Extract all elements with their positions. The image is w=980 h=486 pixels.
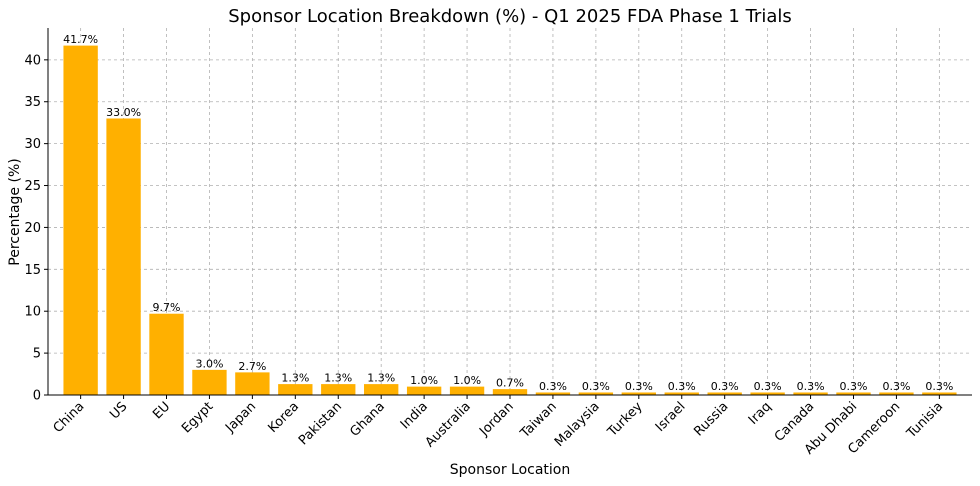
bar — [664, 392, 699, 395]
bar-value-label: 0.3% — [668, 380, 696, 393]
bar-value-label: 0.3% — [797, 380, 825, 393]
bar — [578, 392, 614, 395]
x-tick-label: US — [107, 399, 130, 422]
bar-value-label: 1.3% — [367, 372, 395, 385]
bar-value-label: 2.7% — [238, 360, 266, 373]
bar — [449, 386, 485, 395]
y-axis-ticks: 0 5 10 15 20 25 30 35 40 — [24, 53, 48, 404]
y-tick-label: 35 — [24, 95, 41, 110]
y-tick-label: 40 — [24, 53, 41, 68]
x-tick-label: Egypt — [179, 399, 216, 436]
y-axis-label: Percentage (%) — [7, 158, 23, 265]
bar-value-label: 0.3% — [882, 380, 910, 393]
bar — [149, 313, 184, 395]
y-tick-label: 15 — [24, 263, 41, 278]
bar-value-label: 0.7% — [496, 377, 524, 390]
bar — [836, 392, 871, 395]
chart-title: Sponsor Location Breakdown (%) - Q1 2025… — [228, 6, 792, 27]
bar — [192, 369, 227, 395]
bar — [364, 384, 399, 395]
x-tick-label: Iraq — [746, 399, 775, 428]
bar — [922, 392, 957, 395]
x-axis-label: Sponsor Location — [450, 462, 571, 478]
bar — [278, 384, 313, 395]
bar-value-label: 3.0% — [195, 357, 223, 370]
x-tick-label: Pakistan — [296, 399, 345, 448]
y-tick-label: 5 — [33, 347, 41, 362]
x-tick-label: China — [51, 399, 88, 436]
bar-value-label: 0.3% — [582, 380, 610, 393]
x-tick-label: Jordan — [476, 399, 517, 440]
bar-value-label: 0.3% — [711, 380, 739, 393]
bar-value-label: 41.7% — [63, 33, 98, 46]
x-tick-label: EU — [150, 399, 173, 422]
bar-value-label: 1.3% — [281, 372, 309, 385]
x-tick-label: Taiwan — [517, 399, 560, 442]
y-tick-label: 0 — [33, 389, 41, 404]
y-tick-label: 25 — [24, 179, 41, 194]
bars — [63, 45, 957, 396]
bar-value-label: 1.0% — [410, 374, 438, 387]
bar — [235, 372, 270, 395]
x-tick-label: Russia — [691, 399, 731, 439]
y-tick-label: 30 — [24, 137, 41, 152]
bar — [621, 392, 656, 395]
bar — [321, 384, 356, 395]
x-tick-label: Japan — [222, 399, 259, 436]
grid — [48, 28, 972, 396]
x-tick-label: Tunisia — [903, 399, 946, 442]
bar — [492, 389, 528, 395]
bar-value-label: 0.3% — [625, 380, 653, 393]
bar-value-label: 1.0% — [453, 374, 481, 387]
bar-value-label: 0.3% — [840, 380, 868, 393]
bar — [535, 392, 571, 395]
y-tick-label: 20 — [24, 221, 41, 236]
bar — [106, 118, 141, 395]
bar — [406, 386, 442, 395]
bar-value-label: 0.3% — [754, 380, 782, 393]
x-tick-label: Korea — [265, 399, 302, 436]
bar — [879, 392, 914, 395]
x-tick-label: Israel — [653, 399, 689, 435]
data-labels: 41.7% 33.0% 9.7% 3.0% 2.7% 1.3% 1.3% 1.3% 1.0% 1.… — [63, 33, 953, 393]
y-tick-label: 10 — [24, 305, 41, 320]
bar-value-label: 9.7% — [153, 301, 181, 314]
bar-value-label: 1.3% — [324, 372, 352, 385]
x-tick-label: India — [398, 399, 431, 432]
bar — [63, 45, 98, 396]
x-tick-label: Ghana — [347, 399, 388, 440]
bar-value-label: 33.0% — [106, 106, 141, 119]
bar — [707, 392, 742, 395]
bar-value-label: 0.3% — [539, 380, 567, 393]
x-tick-label: Malaysia — [552, 399, 603, 450]
x-tick-label: Turkey — [604, 399, 645, 440]
bar — [793, 392, 828, 395]
bar — [750, 392, 785, 395]
x-tick-label: Australia — [423, 399, 474, 450]
bar-value-label: 0.3% — [925, 380, 953, 393]
